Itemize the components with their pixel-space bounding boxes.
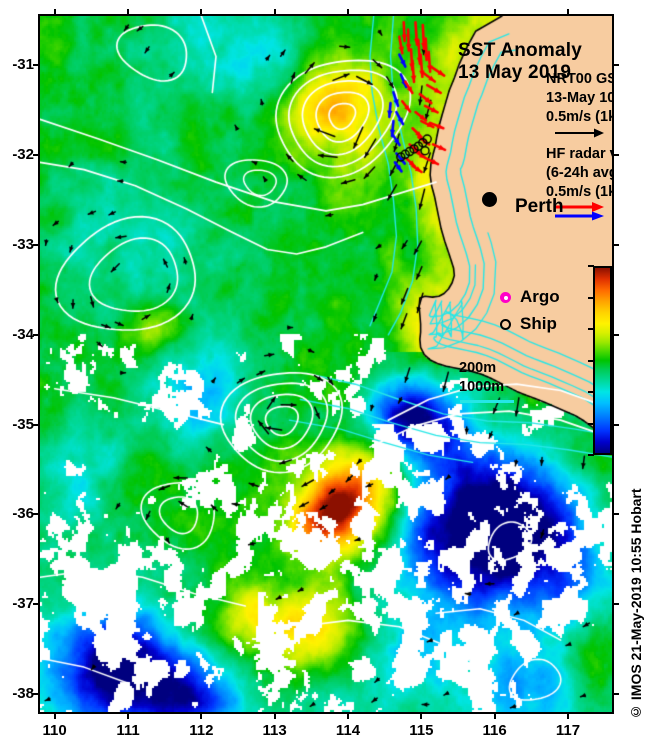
x-axis-tick-top — [567, 9, 569, 16]
hf-radar-title-label: HF radar velocity — [546, 146, 612, 162]
x-axis-tick — [420, 712, 423, 719]
colorbar-tick — [588, 422, 594, 425]
y-axis-tick — [33, 64, 40, 67]
y-axis-tick — [33, 603, 40, 606]
x-axis-tick-top — [53, 9, 56, 16]
y-axis-tick-right — [612, 154, 619, 157]
y-axis-tick-right — [612, 513, 619, 516]
x-axis-label: 115 — [409, 722, 434, 739]
gsl-scale-label: 0.5m/s (1kt 12h) — [546, 109, 612, 125]
colorbar-tick — [588, 328, 594, 330]
y-axis-tick-right — [612, 244, 619, 246]
y-axis-tick — [33, 244, 40, 246]
y-axis-tick — [33, 333, 40, 336]
hf-radar-sub-label: (6-24h avg) noQC — [546, 165, 612, 181]
gsl-product-label: NRT00 GSL — [546, 71, 612, 87]
figure-title-line2: 13 May 2019 — [458, 62, 572, 83]
x-axis-label: 117 — [555, 722, 581, 739]
y-axis-label: -38 — [12, 685, 34, 703]
y-axis-label: -31 — [12, 56, 34, 74]
colorbar-tick — [588, 359, 594, 362]
x-axis-label: 116 — [482, 722, 507, 739]
y-axis-label: -36 — [12, 505, 34, 523]
depth-200m-label: 200m — [459, 360, 497, 376]
gsl-time-label: 13-May 10:40Z — [546, 90, 612, 106]
depth-1000m-label: 1000m — [459, 379, 505, 395]
y-axis-label: -32 — [12, 146, 34, 164]
x-axis-label: 113 — [262, 722, 287, 739]
y-axis-label: -34 — [12, 325, 34, 343]
y-axis-tick-right — [612, 693, 619, 696]
x-axis-label: 110 — [42, 722, 67, 739]
colorbar — [593, 266, 612, 455]
x-axis-tick — [567, 712, 569, 719]
x-axis-tick — [53, 712, 56, 719]
x-axis-label: 111 — [116, 722, 140, 739]
y-axis-tick — [33, 154, 40, 157]
y-axis-tick — [33, 513, 40, 516]
y-axis-tick — [33, 423, 40, 426]
argo-marker-icon — [500, 292, 511, 303]
x-axis-tick-top — [420, 9, 423, 16]
x-axis-tick — [127, 712, 129, 719]
colorbar-tick — [588, 296, 594, 299]
x-axis-label: 112 — [189, 722, 214, 739]
y-axis-tick — [33, 693, 40, 696]
ship-legend-label: Ship — [520, 314, 557, 333]
map-plot-area: SST Anomaly 13 May 2019 NRT00 GSL 13-May… — [38, 14, 614, 714]
y-axis-tick-right — [612, 333, 619, 336]
y-axis-tick-right — [612, 64, 619, 67]
x-axis-tick-top — [127, 9, 129, 16]
figure-title-line1: SST Anomaly — [458, 40, 582, 61]
x-axis-tick — [493, 712, 496, 719]
y-axis-tick-right — [612, 603, 619, 606]
hf-radar-scale-label: 0.5m/s (1kt 12h) — [546, 184, 612, 200]
ship-marker-icon — [500, 319, 511, 330]
argo-legend-label: Argo — [520, 287, 560, 306]
perth-city-label: Perth — [515, 196, 564, 217]
colorbar-tick — [588, 391, 594, 393]
contour-and-vector-overlay — [40, 16, 612, 712]
x-axis-tick — [273, 712, 276, 719]
hf-radar-scale-arrow-icon — [554, 202, 606, 227]
colorbar-tick — [588, 454, 594, 456]
x-axis-label: 114 — [335, 722, 361, 739]
gsl-scale-arrow-icon — [554, 126, 606, 145]
x-axis-tick-top — [273, 9, 276, 16]
y-axis-tick-right — [612, 423, 619, 426]
x-axis-tick-top — [493, 9, 496, 16]
y-axis-label: -33 — [12, 236, 34, 253]
bathymetry-legend-line — [460, 400, 514, 403]
x-axis-tick-top — [347, 9, 349, 16]
y-axis-label: -37 — [12, 595, 34, 613]
x-axis-tick-top — [200, 9, 203, 16]
x-axis-tick — [347, 712, 349, 719]
y-axis-label: -35 — [12, 415, 34, 433]
perth-city-marker — [482, 192, 497, 207]
x-axis-tick — [200, 712, 203, 719]
colorbar-tick — [588, 265, 594, 267]
imos-credit-label: © IMOS 21-May-2019 10:55 Hobart — [628, 488, 644, 720]
